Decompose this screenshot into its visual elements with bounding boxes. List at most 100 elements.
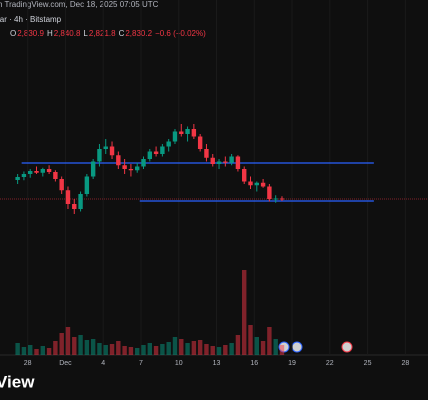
candle-body <box>116 155 121 166</box>
candle-body <box>197 136 203 149</box>
volume-bar <box>116 341 121 355</box>
event-icon[interactable] <box>291 341 303 353</box>
candle-body <box>28 171 33 174</box>
x-tick-label: 25 <box>364 360 372 367</box>
volume-bar <box>147 343 153 355</box>
volume-bar <box>59 333 64 355</box>
volume-bar <box>97 343 102 355</box>
volume-bar <box>84 340 90 355</box>
symbol-text: lar · 4h · Bitstamp <box>0 15 62 24</box>
candle-body <box>84 176 90 194</box>
candle-body <box>248 181 253 186</box>
ohlc-value: 2,830.2 <box>125 29 152 38</box>
candle-body <box>210 157 215 164</box>
candle-body <box>223 161 228 163</box>
volume-bar <box>254 337 260 355</box>
volume-bar <box>128 347 134 355</box>
x-tick-label: 13 <box>213 360 221 367</box>
candle-body <box>90 161 96 177</box>
candle-body <box>153 151 159 154</box>
volume-bar <box>28 345 33 355</box>
ohlc-value: 2,830.9 <box>17 29 44 38</box>
volume-bar <box>185 343 190 355</box>
x-tick-label: Dec <box>59 360 72 367</box>
x-tick-label: 10 <box>175 360 183 367</box>
volume-bar <box>90 339 96 355</box>
candle-body <box>103 146 108 149</box>
volume-bar <box>15 343 20 355</box>
candle-body <box>72 204 77 209</box>
candle-body <box>97 149 102 162</box>
volume-bar <box>223 345 228 355</box>
source-text: h TradingView.com, Dec 18, 2025 07:05 UT… <box>0 0 159 9</box>
brand-logo[interactable]: View <box>0 372 35 391</box>
candle-body <box>273 198 278 200</box>
x-tick-label: 4 <box>101 360 105 367</box>
candle-body <box>179 131 184 134</box>
candle-body <box>191 129 197 137</box>
volume-bar <box>103 345 108 355</box>
candle-body <box>279 198 285 200</box>
x-tick-label: 19 <box>288 360 296 367</box>
volume-bar <box>166 342 171 355</box>
candle-body <box>216 161 222 164</box>
volume-bar <box>141 345 146 355</box>
candle-body <box>235 156 241 169</box>
volume-bar <box>160 344 165 355</box>
volume-bar <box>78 335 83 355</box>
candle-body <box>229 156 234 163</box>
volume-bar <box>172 337 178 355</box>
x-tick-label: 16 <box>250 360 258 367</box>
volume-bar <box>34 349 39 355</box>
volume-bar <box>260 341 266 355</box>
volume-bar <box>53 341 58 355</box>
volume-bar <box>273 339 278 355</box>
volume-bar <box>248 325 253 355</box>
candle-body <box>135 166 140 171</box>
candle-body <box>40 169 46 173</box>
candle-body <box>147 151 153 159</box>
change-text: −0.6 (−0.02%) <box>155 29 206 38</box>
candle-body <box>260 182 266 187</box>
volume-bar <box>204 344 209 355</box>
volume-bar <box>267 327 272 355</box>
volume-bar <box>65 327 71 355</box>
volume-bar <box>46 348 52 355</box>
x-tick-label: 28 <box>24 360 32 367</box>
volume-bar <box>235 335 241 355</box>
volume-bar <box>153 346 159 355</box>
volume-bar <box>242 270 247 355</box>
candle-body <box>34 171 39 173</box>
x-tick-label: 22 <box>326 360 334 367</box>
volume-bar <box>72 337 77 355</box>
candle-body <box>53 172 58 179</box>
volume-bar <box>279 345 285 355</box>
event-icon[interactable] <box>341 341 353 353</box>
volume-bar <box>109 344 115 355</box>
candle-body <box>267 186 272 199</box>
ohlc-key: C <box>119 29 125 38</box>
candle-body <box>160 146 165 154</box>
candle-body <box>172 131 178 142</box>
volume-bar <box>122 346 127 355</box>
candle-body <box>185 129 190 134</box>
volume-bar <box>229 343 234 355</box>
ohlc-value: 2,821.8 <box>89 29 116 38</box>
candle-body <box>78 194 83 209</box>
candle-body <box>204 149 209 158</box>
volume-bar <box>21 347 27 355</box>
candle-body <box>254 182 260 186</box>
candle-body <box>65 190 71 204</box>
volume-bar <box>135 348 140 355</box>
candle-body <box>21 174 27 177</box>
candle-body <box>46 169 52 172</box>
candle-body <box>122 165 127 169</box>
ohlc-key: H <box>47 29 53 38</box>
volume-bar <box>216 347 222 355</box>
candle-body <box>59 179 64 191</box>
ohlc-key: O <box>10 29 16 38</box>
candle-body <box>242 169 247 182</box>
x-tick-label: 7 <box>139 360 143 367</box>
